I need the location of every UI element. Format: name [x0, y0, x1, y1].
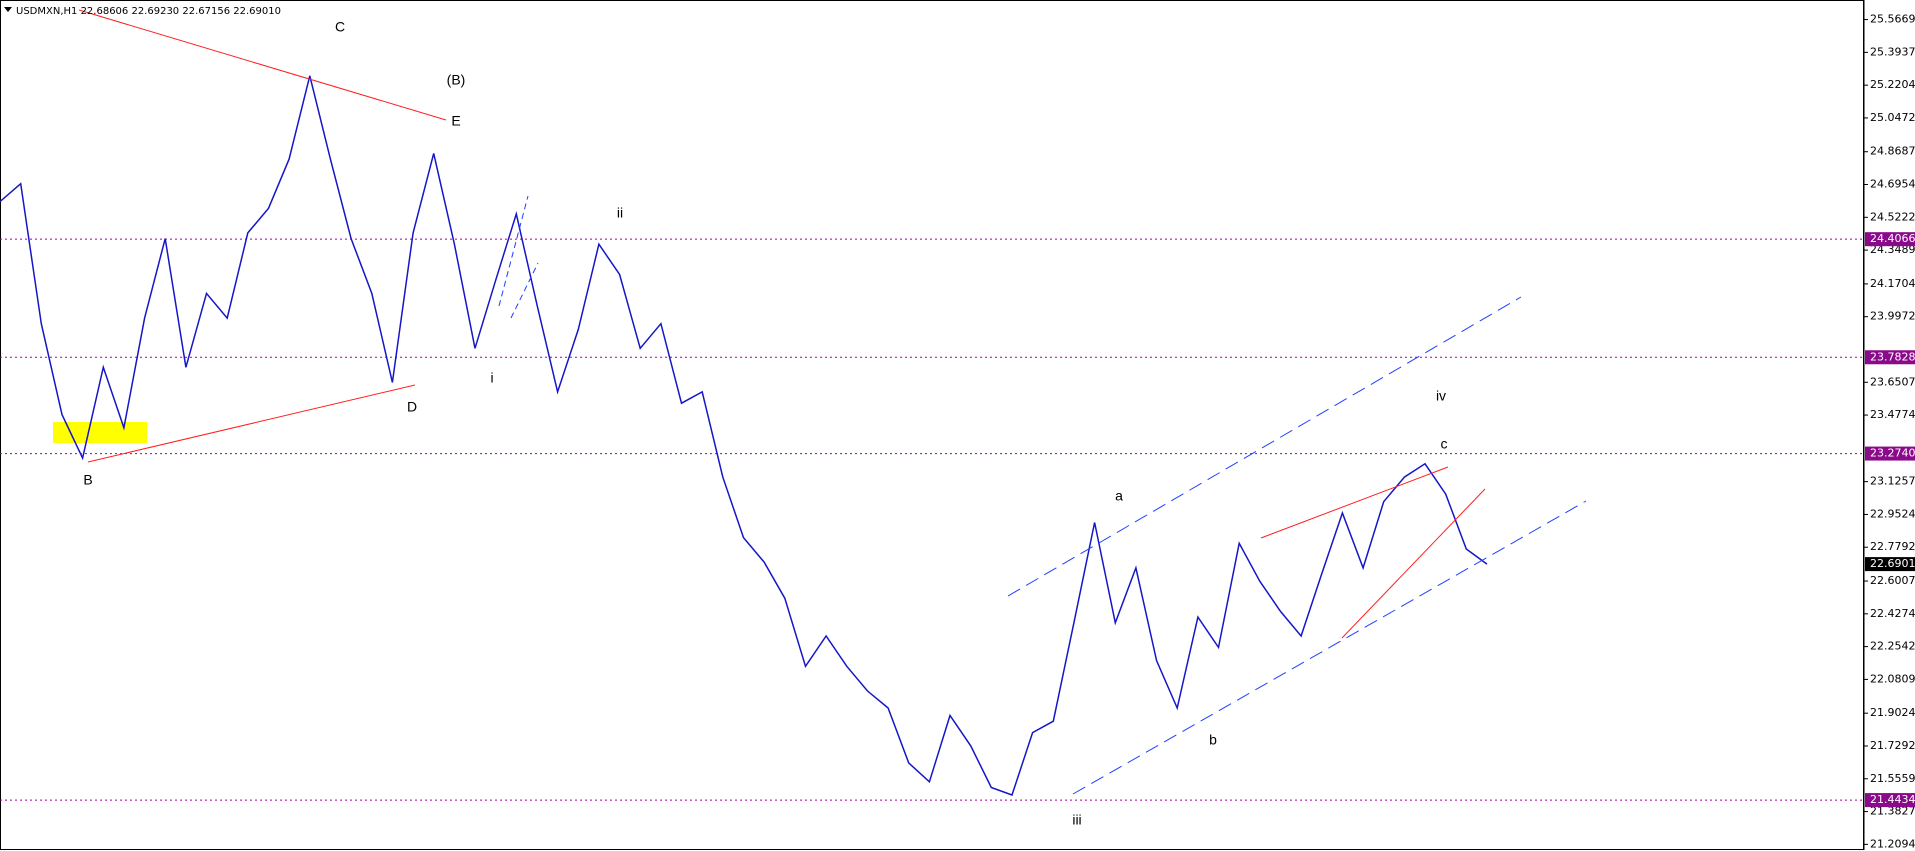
y-tick-label: 22.60070: [1870, 574, 1915, 587]
level-label: 24.40666: [1870, 232, 1915, 245]
wave-labels: C (B) E D B i ii iii a b c iv: [83, 19, 1447, 828]
trendline: [87, 384, 416, 463]
level-label-bg: [1865, 446, 1915, 461]
y-tick-label: 21.72920: [1870, 739, 1915, 752]
y-tick-label: 21.38270: [1870, 805, 1915, 818]
wave-label: iv: [1436, 388, 1446, 404]
y-tick-label: 22.95245: [1870, 507, 1915, 520]
y-tick-label: 21.55595: [1870, 772, 1915, 785]
y-tick-label: 23.47745: [1870, 408, 1915, 421]
wave-label: b: [1209, 732, 1217, 748]
wave-label: ii: [617, 205, 623, 221]
level-label: 23.27407: [1870, 447, 1915, 460]
y-tick-label: 22.42745: [1870, 607, 1915, 620]
y-tick-label: 22.25420: [1870, 640, 1915, 653]
level-label: 21.44345: [1870, 793, 1915, 806]
channel-line: [1072, 500, 1587, 795]
y-tick-label: 23.65070: [1870, 375, 1915, 388]
wave-label: D: [407, 399, 417, 415]
y-tick-label: 21.20945: [1870, 837, 1915, 850]
y-tick-label: 24.34895: [1870, 243, 1915, 256]
current-price-label: 22.69010: [1870, 557, 1915, 570]
trendlines: [78, 9, 1587, 795]
level-label-bg: [1865, 350, 1915, 365]
channel-line: [1007, 296, 1522, 597]
y-tick-label: 25.22045: [1870, 78, 1915, 91]
wave-label: C: [335, 19, 345, 35]
y-tick-label: 23.12570: [1870, 475, 1915, 488]
level-label-bg: [1865, 232, 1915, 247]
levels: [0, 238, 1864, 801]
level-label: 23.78286: [1870, 350, 1915, 363]
plot-frame: [0, 0, 1864, 850]
trendline: [1341, 488, 1486, 639]
symbol-header: USDMXN,H1 22.68606 22.69230 22.67156 22.…: [16, 6, 281, 17]
trendline: [1260, 466, 1449, 539]
y-tick-label: 22.08095: [1870, 672, 1915, 685]
y-tick-label: 23.99720: [1870, 310, 1915, 323]
menu-arrow[interactable]: [4, 7, 12, 12]
wave-label: a: [1115, 488, 1123, 504]
y-tick-label: 24.69545: [1870, 178, 1915, 191]
wave-label: (B): [447, 72, 466, 88]
y-tick-label: 25.04720: [1870, 111, 1915, 124]
wave-label: iii: [1072, 812, 1081, 828]
channel-line: [510, 262, 539, 319]
wave-label: c: [1441, 436, 1448, 452]
y-tick-label: 24.52220: [1870, 210, 1915, 223]
series: [0, 75, 1488, 796]
y-tick-label: 21.90245: [1870, 706, 1915, 719]
trendline: [78, 9, 447, 121]
y-tick-label: 24.86870: [1870, 145, 1915, 158]
wave-label: B: [83, 472, 92, 488]
y-tick-label: 24.17045: [1870, 277, 1915, 290]
y-tick-label: 25.56697: [1870, 13, 1915, 26]
level-label-bg: [1865, 793, 1915, 808]
y-tick-label: 22.77920: [1870, 540, 1915, 553]
channel-line: [498, 195, 529, 307]
price-line: [0, 75, 1488, 796]
wave-label: i: [490, 370, 493, 386]
current-price-bg: [1865, 557, 1915, 572]
wave-label: E: [451, 113, 460, 129]
